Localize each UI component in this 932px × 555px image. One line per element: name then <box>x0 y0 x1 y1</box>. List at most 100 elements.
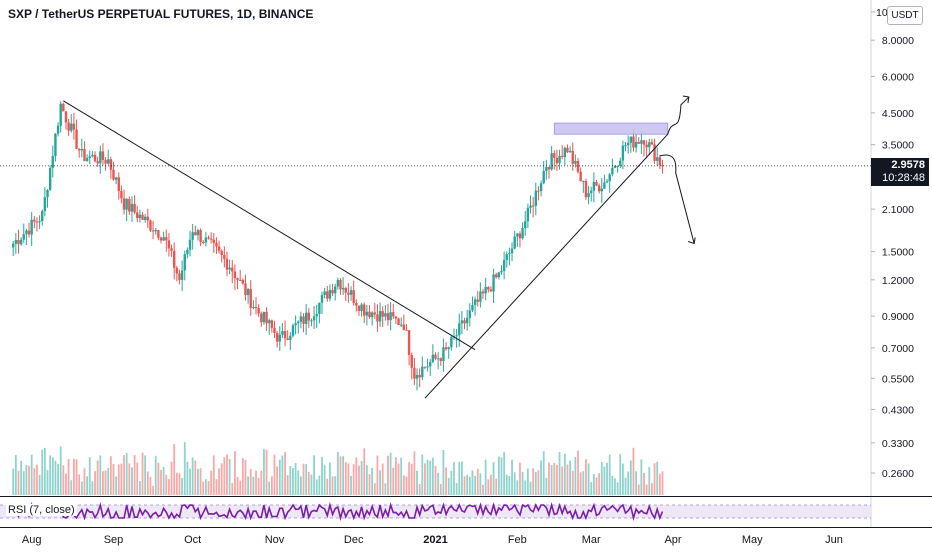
volume-bar <box>505 474 508 495</box>
volume-bar <box>479 473 482 495</box>
candle-body <box>582 180 585 182</box>
volume-bar <box>138 481 141 495</box>
volume-bar <box>313 455 315 495</box>
volume-bar <box>513 472 516 495</box>
volume-bar <box>553 462 556 495</box>
currency-badge[interactable]: USDT <box>887 6 923 25</box>
candle-body <box>352 290 355 304</box>
candle-body <box>165 237 168 241</box>
candle-body <box>236 278 239 280</box>
volume-bar <box>94 471 96 495</box>
candle-body <box>487 286 490 290</box>
volume-bar <box>629 460 632 495</box>
volume-bar <box>503 451 506 495</box>
volume-bar <box>109 456 112 495</box>
volume-group <box>12 441 664 495</box>
candle-body <box>421 366 424 378</box>
candle-body <box>574 160 577 164</box>
candle-body <box>468 310 472 318</box>
candle-body <box>70 123 73 131</box>
volume-bar <box>471 470 474 495</box>
candle-body <box>592 181 596 191</box>
candle-body <box>426 366 429 368</box>
volume-bar <box>645 484 648 495</box>
volume-bar <box>133 455 136 495</box>
volume-bar <box>661 471 664 495</box>
candle-body <box>96 161 99 164</box>
candle-body <box>107 159 110 164</box>
volume-bar <box>112 463 115 495</box>
candle-body <box>534 190 537 206</box>
volume-bar <box>545 477 548 495</box>
volume-bar <box>437 472 440 495</box>
candle-body <box>473 299 477 305</box>
candle-body <box>373 312 376 315</box>
y-tick-label: 0.5500 <box>882 373 914 385</box>
y-tick-label: 1.2000 <box>882 275 914 287</box>
volume-bar <box>149 477 152 495</box>
candle-body <box>632 136 635 148</box>
y-tick-label: 8.0000 <box>882 35 914 47</box>
volume-bar <box>476 468 479 495</box>
candle-body <box>83 149 86 162</box>
volume-bar <box>299 476 302 495</box>
candle-body <box>275 333 279 342</box>
volume-bar <box>104 470 107 495</box>
y-tick-label: 6.0000 <box>882 72 914 84</box>
volume-bar <box>30 454 33 495</box>
candle-body <box>370 312 374 318</box>
volume-bar <box>614 478 616 495</box>
candle-body <box>355 303 358 306</box>
x-tick-label: Aug <box>22 534 42 546</box>
candle-body <box>159 237 163 241</box>
candle-body <box>584 180 588 198</box>
candle-body <box>447 347 450 350</box>
candle-body <box>613 165 617 168</box>
candle-body <box>542 170 545 184</box>
candle-body <box>43 197 47 212</box>
candle-body <box>524 221 527 229</box>
volume-bar <box>347 463 350 495</box>
candle-body <box>495 274 498 278</box>
candle-body <box>476 299 479 302</box>
volume-bar <box>569 460 572 495</box>
volume-bar <box>14 455 17 495</box>
candle-body <box>212 239 215 243</box>
rsi-label: RSI (7, close) <box>6 504 77 516</box>
candle-body <box>88 156 91 158</box>
candle-body <box>381 311 384 317</box>
volume-bar <box>585 459 587 495</box>
volume-bar <box>28 465 30 495</box>
volume-bar <box>125 452 128 495</box>
candle-body <box>603 182 606 189</box>
volume-bar <box>450 470 453 495</box>
volume-bar <box>144 455 147 495</box>
candle-body <box>339 279 342 290</box>
candle-body <box>207 237 210 239</box>
candle-body <box>645 144 648 148</box>
volume-bar <box>157 462 160 495</box>
volume-bar <box>212 455 215 495</box>
candle-body <box>386 313 390 321</box>
volume-bar <box>315 479 318 495</box>
candle-body <box>634 142 638 148</box>
volume-bar <box>592 474 595 495</box>
candle-body <box>349 290 353 295</box>
volume-bar <box>376 455 379 495</box>
volume-bar <box>202 481 205 495</box>
y-tick-label: 2.1000 <box>882 204 914 216</box>
candle-body <box>291 325 295 336</box>
candle-body <box>415 374 419 379</box>
volume-bar <box>239 480 242 495</box>
volume-bar <box>329 462 331 495</box>
candle-body <box>228 267 231 270</box>
volume-bar <box>59 446 62 495</box>
ascending-trendline <box>424 133 669 399</box>
candle-body <box>41 211 44 222</box>
volume-bar <box>284 452 286 495</box>
candle-body <box>99 151 102 164</box>
volume-bar <box>442 449 445 495</box>
volume-bar <box>255 470 257 495</box>
volume-bar <box>321 456 323 495</box>
